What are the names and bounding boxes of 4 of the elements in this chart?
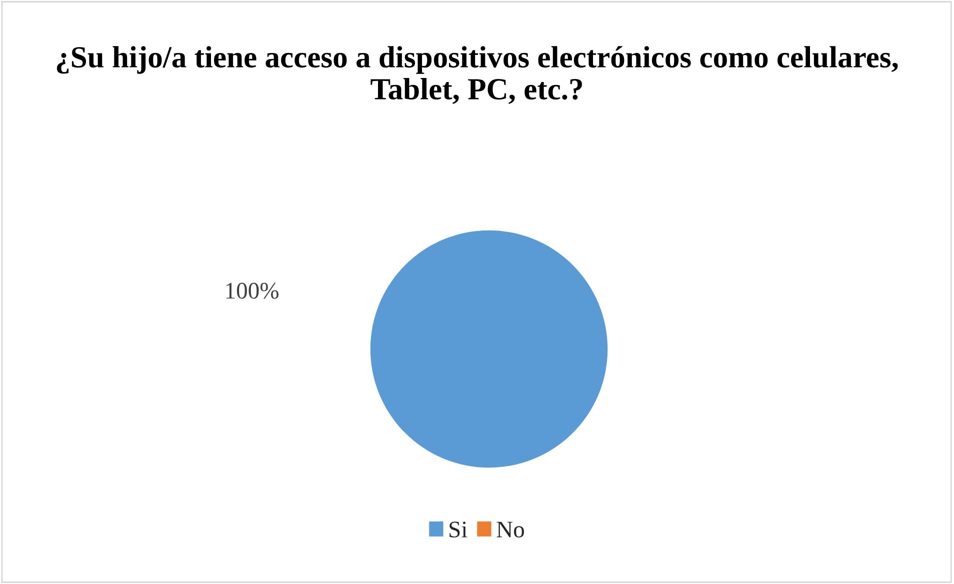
legend-label: No xyxy=(496,522,524,538)
data-label: 100% xyxy=(226,282,279,299)
chart-title: ¿Su hijo/a tiene acceso a dispositivos electrónicos como celulares, Tablet, PC, etc.? xyxy=(56,46,898,104)
legend-label: Si xyxy=(450,522,468,538)
